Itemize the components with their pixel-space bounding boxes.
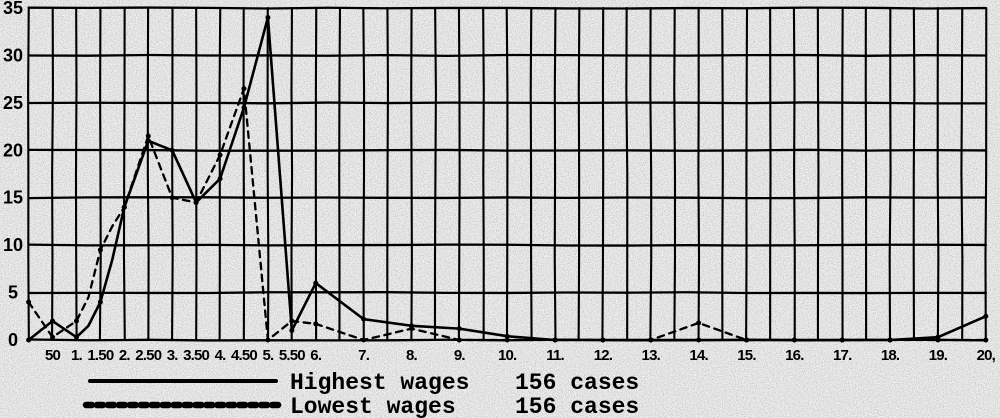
svg-text:15: 15 <box>3 188 23 208</box>
svg-text:10: 10 <box>3 235 23 255</box>
svg-text:Lowest wages: Lowest wages <box>290 394 456 418</box>
svg-text:0: 0 <box>8 330 18 350</box>
svg-text:3.: 3. <box>167 347 179 364</box>
svg-text:50: 50 <box>45 347 61 364</box>
svg-text:5.50: 5.50 <box>279 347 305 364</box>
svg-text:2.: 2. <box>119 347 131 364</box>
svg-text:7.: 7. <box>358 347 370 364</box>
svg-text:1.: 1. <box>71 347 83 364</box>
svg-text:5.: 5. <box>262 347 274 364</box>
svg-text:14.: 14. <box>689 347 708 364</box>
svg-text:4.50: 4.50 <box>231 347 257 364</box>
svg-text:16.: 16. <box>785 347 804 364</box>
svg-text:1.50: 1.50 <box>87 347 113 364</box>
svg-text:9.: 9. <box>454 347 466 364</box>
svg-text:4.: 4. <box>215 347 227 364</box>
svg-text:30: 30 <box>3 45 23 65</box>
svg-text:19.: 19. <box>929 347 948 364</box>
svg-text:8.: 8. <box>406 347 418 364</box>
svg-text:156 cases: 156 cases <box>515 394 639 418</box>
svg-text:35: 35 <box>3 0 23 18</box>
svg-text:12.: 12. <box>594 347 613 364</box>
svg-text:25: 25 <box>3 93 23 113</box>
svg-text:5: 5 <box>8 283 18 303</box>
svg-text:Highest wages: Highest wages <box>290 370 469 396</box>
svg-text:156 cases: 156 cases <box>515 370 639 396</box>
svg-text:11.: 11. <box>546 347 564 364</box>
svg-text:3.50: 3.50 <box>183 347 209 364</box>
svg-text:20,: 20, <box>977 347 996 364</box>
svg-text:10.: 10. <box>498 347 517 364</box>
svg-text:20: 20 <box>3 140 23 160</box>
svg-text:13.: 13. <box>642 347 661 364</box>
svg-text:18.: 18. <box>881 347 900 364</box>
svg-text:17.: 17. <box>833 347 852 364</box>
svg-text:15.: 15. <box>737 347 756 364</box>
svg-text:2.50: 2.50 <box>135 347 161 364</box>
svg-text:6.: 6. <box>310 347 322 364</box>
